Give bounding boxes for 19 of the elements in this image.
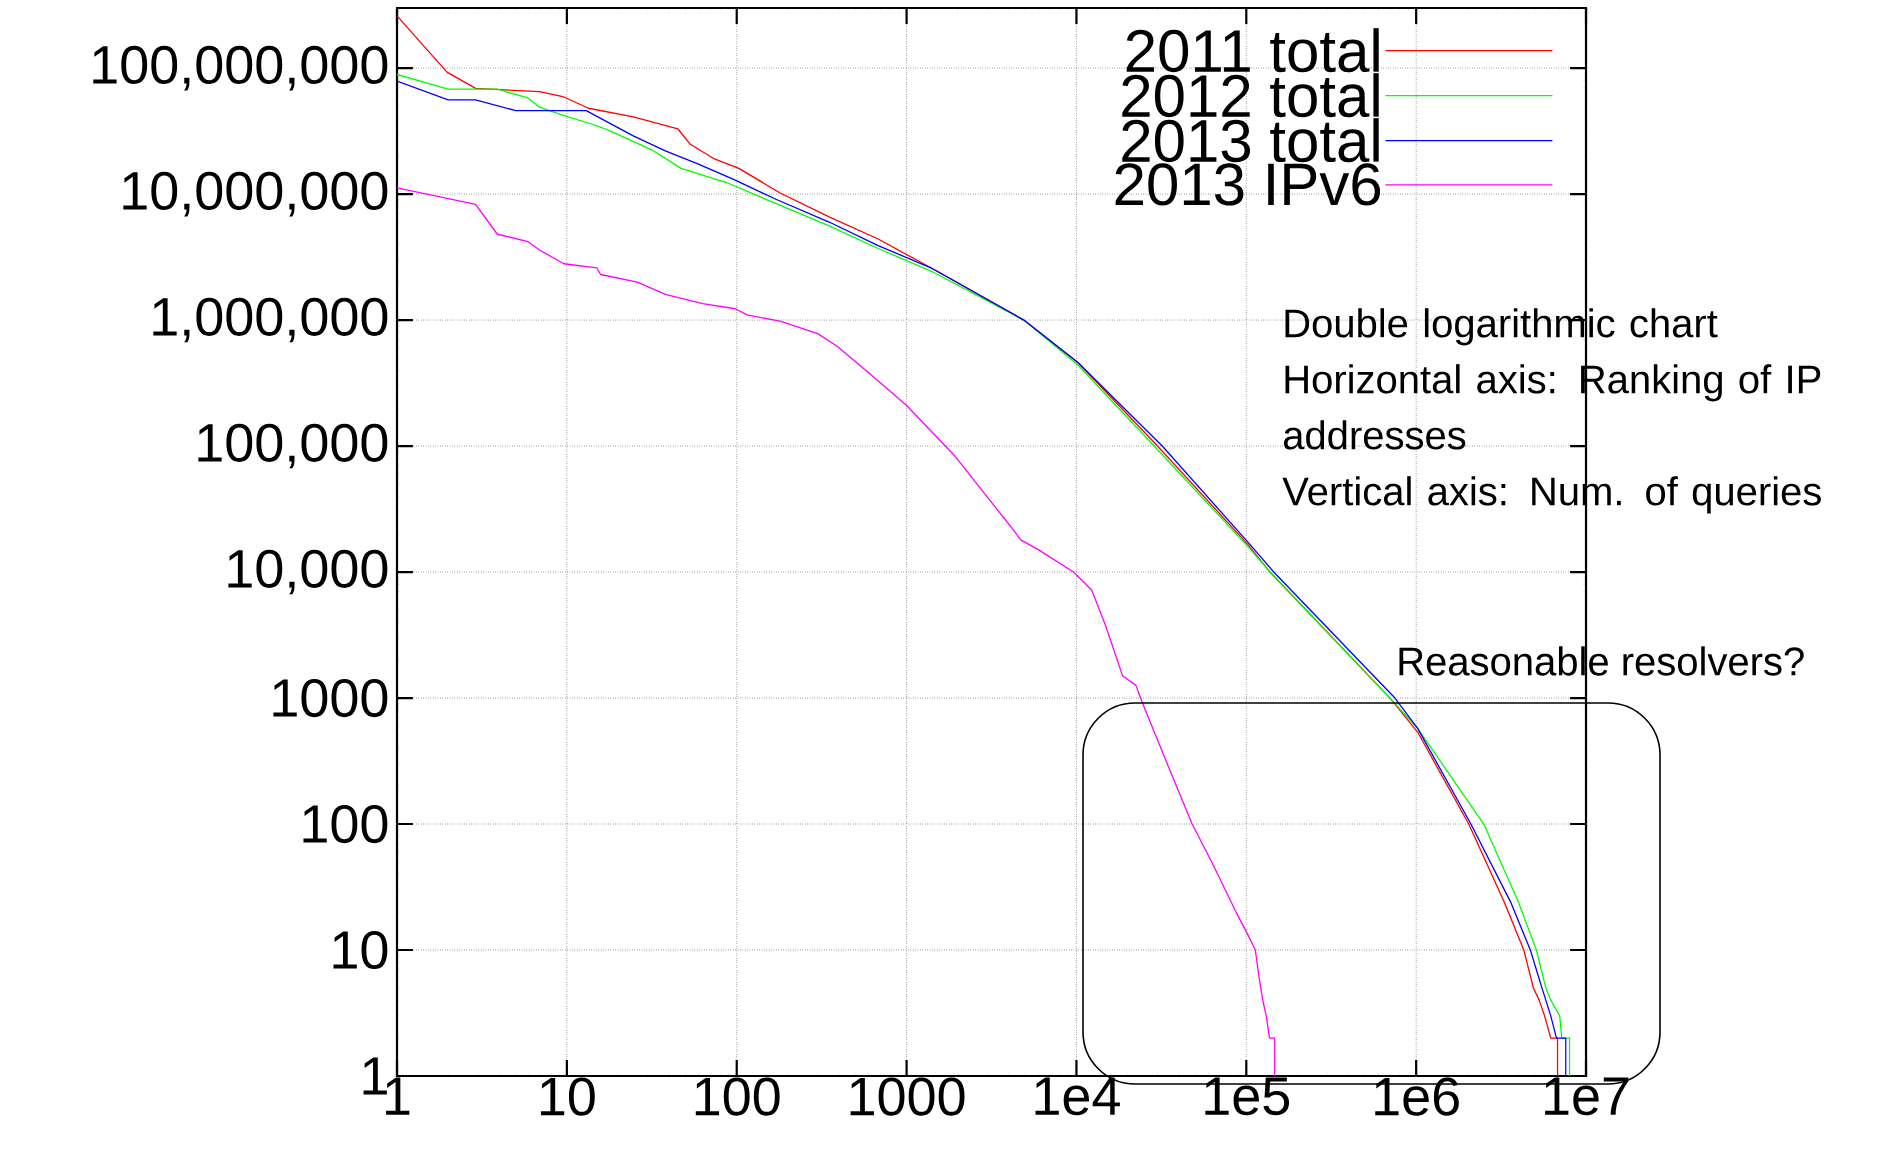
x-tick-label: 100 [695,1077,780,1116]
legend-label: 2013 total [1122,118,1379,163]
y-tick-label: 10,000,000 [123,171,388,217]
y-tick-label: 10,000 [228,549,388,595]
y-tick-label: 100,000 [198,423,388,469]
y-tick-label: 10 [333,930,388,970]
text: 2011 total [1126,28,1379,73]
x-tick-label: 1e7 [1545,1077,1629,1116]
y-tick-label: 1,000,000 [153,297,388,343]
x-tick-label: 10 [540,1077,595,1116]
x-tick-label: 1e4 [1035,1077,1120,1116]
x-tick-label: 1e6 [1375,1077,1459,1116]
y-tick-label: 100,000,000 [93,45,388,91]
x-tick-label: 1000 [850,1077,965,1116]
legend-label: 2012 total [1122,73,1379,118]
y-tick-label: 100 [303,804,388,844]
x-tick-label: 1e5 [1205,1077,1290,1116]
legend-label: 2013 IPv6 [1115,163,1381,206]
y-tick-label: 1000 [273,678,388,718]
